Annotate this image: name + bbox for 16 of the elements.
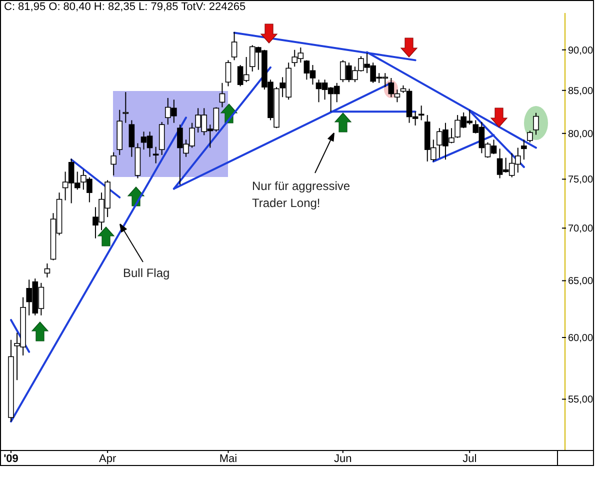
y-tick-label: 75,00 bbox=[568, 174, 594, 186]
y-tick-label: 55,00 bbox=[568, 394, 594, 406]
x-tick-label: Mai bbox=[219, 453, 238, 465]
x-tick-label: '09 bbox=[4, 453, 18, 465]
y-tick-label: 60,00 bbox=[568, 332, 594, 344]
y-tick-label: 70,00 bbox=[568, 224, 594, 235]
x-tick-label: Apr bbox=[98, 453, 116, 465]
y-tick-label: 65,00 bbox=[568, 276, 594, 288]
y-tick-label: 90,00 bbox=[568, 45, 594, 56]
y-tick-label: 80,00 bbox=[568, 128, 594, 140]
annotation: Nur für aggressive Trader Long! bbox=[252, 179, 350, 210]
x-tick-label: Jun bbox=[334, 453, 352, 465]
x-tick-label: Jul bbox=[462, 453, 477, 465]
annotation: Bull Flag bbox=[123, 266, 170, 280]
y-tick-label: 85,00 bbox=[568, 86, 594, 97]
chart-title: C: 81,95 O: 80,40 H: 82,35 L: 79,85 TotV: 224265 bbox=[4, 1, 246, 13]
